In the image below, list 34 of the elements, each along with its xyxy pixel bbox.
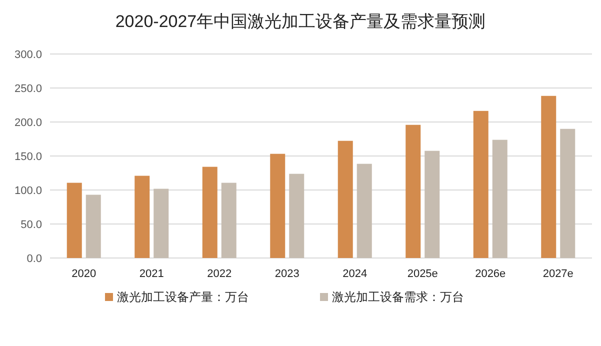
y-tick-label: 50.0 [20,219,42,231]
bar [424,150,440,258]
legend-label: 激光加工设备需求：万台 [332,290,464,304]
y-tick-label: 250.0 [14,83,42,95]
x-tick-label: 2027e [542,268,574,280]
bar [492,140,508,258]
bar [66,182,82,258]
bar [406,124,421,258]
x-tick-label: 2021 [139,268,164,280]
bar [221,182,236,258]
bar [541,96,556,258]
x-tick-label: 2022 [207,268,232,280]
y-tick-label: 150.0 [14,151,42,163]
bar [86,194,101,258]
y-tick-label: 0.0 [26,253,42,265]
bar [356,164,372,258]
bar [473,110,488,258]
bar [154,188,169,258]
legend-label: 激光加工设备产量：万台 [117,290,249,304]
x-tick-label: 2024 [342,268,368,280]
chart-title: 2020-2027年中国激光加工设备产量及需求量预测 [115,12,486,31]
bar [202,166,218,258]
y-tick-label: 100.0 [14,185,42,197]
bar [270,154,286,258]
bar [560,128,576,258]
bar [134,176,150,258]
x-tick-label: 2020 [72,268,96,280]
y-tick-label: 200.0 [14,117,42,129]
bar [338,140,353,258]
x-tick-label: 2025e [407,268,438,280]
bar [289,174,304,258]
x-tick-label: 2026e [475,268,506,280]
y-tick-label: 300.0 [14,49,42,61]
x-tick-label: 2023 [274,268,300,280]
